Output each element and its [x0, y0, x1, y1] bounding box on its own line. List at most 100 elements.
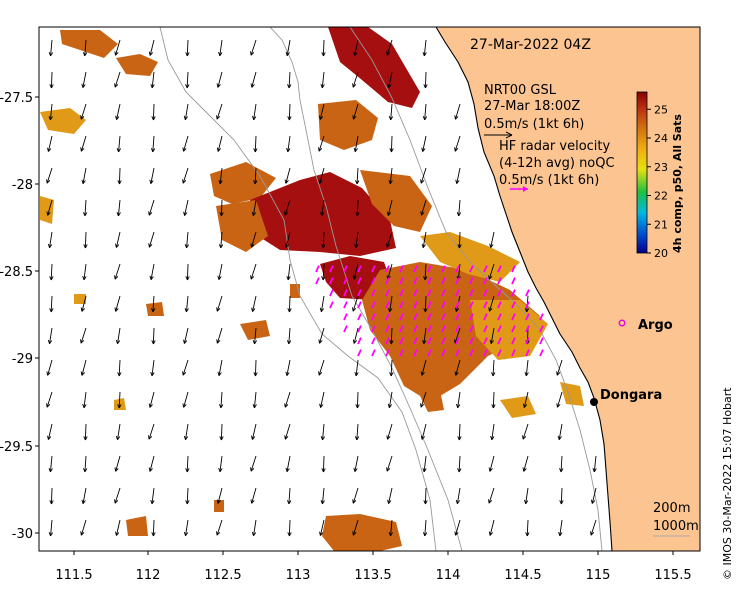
y-tick-label: -29	[12, 352, 33, 367]
current-vector	[216, 135, 223, 152]
radar-vector	[371, 265, 376, 273]
radar-vector	[315, 265, 320, 273]
current-vector	[423, 263, 428, 281]
radar-vector	[399, 337, 404, 345]
sst-patch	[40, 196, 54, 224]
radar-vector	[497, 313, 502, 321]
radar-vector	[469, 301, 474, 309]
model-scale-arrow	[484, 131, 513, 139]
current-vector	[80, 327, 87, 344]
radar-vector	[441, 265, 446, 273]
current-vector	[287, 71, 292, 89]
radar-vector	[413, 325, 418, 333]
current-vector	[219, 391, 224, 409]
radar-vector	[343, 325, 348, 333]
radar-vector	[469, 313, 474, 321]
radar-vector	[399, 301, 404, 309]
model-scale: 0.5m/s (1kt 6h)	[484, 117, 584, 132]
sst-patch	[210, 162, 276, 204]
current-vector	[114, 71, 121, 88]
sst-patch	[40, 108, 86, 134]
current-vector	[455, 167, 461, 184]
model-time: 27-Mar 18:00Z	[484, 99, 580, 114]
current-vector	[457, 455, 462, 473]
current-vector	[454, 103, 461, 120]
dongara-marker[interactable]	[590, 398, 598, 406]
radar-scale: 0.5m/s (1kt 6h)	[499, 173, 599, 188]
current-vector	[185, 71, 190, 89]
radar-vector	[399, 289, 404, 297]
radar-vector	[455, 289, 460, 297]
current-vector	[216, 327, 223, 344]
current-vector	[148, 423, 155, 440]
current-vector	[80, 135, 87, 152]
current-vector	[355, 391, 360, 409]
radar-vector	[525, 301, 530, 309]
radar-vector	[357, 325, 362, 333]
current-vector	[216, 295, 223, 312]
y-axis: -27.5 -28 -28.5 -29 -29.5 -30	[0, 91, 39, 542]
radar-vector	[385, 277, 390, 285]
radar-vector	[385, 265, 390, 273]
radar-vector	[441, 349, 446, 357]
current-vector	[319, 391, 325, 408]
radar-vector	[497, 301, 502, 309]
radar-vector	[441, 325, 446, 333]
sst-patch	[74, 294, 86, 304]
radar-vector	[427, 301, 432, 309]
sst-patch	[214, 500, 224, 512]
radar-vector	[427, 337, 432, 345]
current-vector	[216, 71, 223, 88]
current-vector	[353, 135, 359, 153]
current-vector	[80, 295, 87, 312]
argo-float-marker[interactable]	[618, 319, 626, 327]
radar-vector	[357, 277, 362, 285]
current-vector	[287, 103, 292, 121]
current-vector	[352, 487, 359, 504]
current-vector	[590, 519, 597, 536]
current-vector	[557, 423, 563, 441]
radar-vector	[371, 325, 376, 333]
current-vector	[285, 359, 291, 376]
current-vector	[48, 39, 54, 57]
current-vector	[488, 295, 495, 312]
radar-vector	[469, 277, 474, 285]
current-vector	[218, 167, 223, 185]
current-vector	[284, 199, 291, 216]
current-vector	[182, 391, 189, 408]
current-vector	[149, 167, 155, 184]
radar-vector	[357, 349, 362, 357]
radar-scale-arrow	[510, 186, 528, 192]
current-vector	[321, 263, 326, 281]
colorbar	[636, 91, 648, 254]
current-vector	[82, 39, 88, 57]
y-tick-label: -30	[12, 527, 33, 542]
radar-vector	[511, 313, 516, 321]
credit-text: © IMOS 30-Mar-2022 15:07 Hobart	[721, 387, 734, 580]
colorbar-label: 4h comp, p50, All Sats	[671, 114, 684, 253]
current-vector	[83, 423, 88, 441]
sst-patch	[420, 390, 444, 412]
current-vector	[354, 231, 359, 249]
radar-vector	[413, 313, 418, 321]
radar-vector	[483, 277, 488, 285]
current-vector	[320, 423, 325, 441]
radar-vector	[371, 301, 376, 309]
y-tick-label: -28.5	[0, 265, 33, 280]
radar-vector	[413, 265, 418, 273]
current-vector	[422, 327, 427, 345]
current-vector	[185, 487, 190, 505]
radar-vector	[539, 337, 544, 345]
current-vector	[80, 359, 87, 376]
radar-vector	[427, 265, 432, 273]
current-vector	[216, 103, 223, 120]
radar-vector	[455, 337, 460, 345]
current-vector	[83, 199, 88, 217]
current-vector	[352, 103, 359, 120]
radar-vector	[455, 277, 460, 285]
current-vector	[46, 167, 53, 184]
current-vector	[559, 455, 564, 473]
contour-outer	[159, 27, 437, 551]
radar-vector	[539, 349, 544, 357]
